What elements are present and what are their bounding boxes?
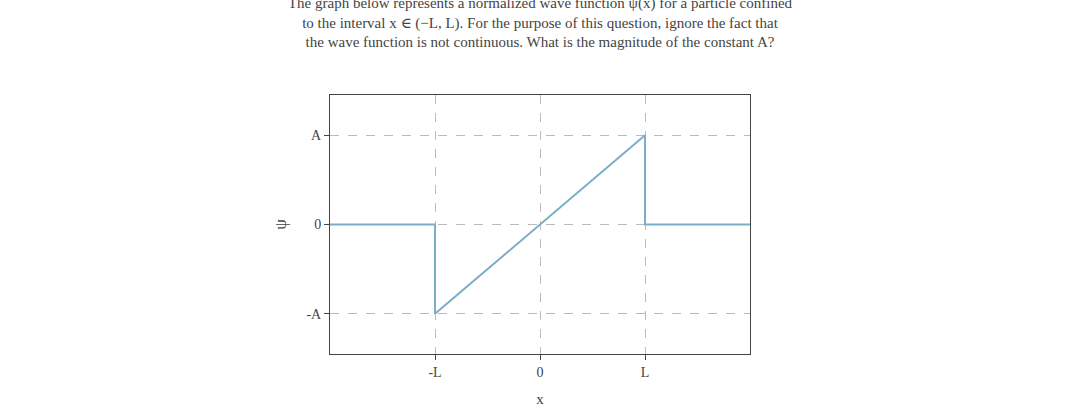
svg-text:0: 0 — [314, 217, 321, 232]
svg-text:L: L — [641, 365, 650, 380]
svg-text:0: 0 — [537, 365, 544, 380]
svg-text:ψ: ψ — [271, 219, 290, 230]
svg-text:-A: -A — [306, 307, 322, 322]
svg-text:x: x — [536, 391, 544, 407]
svg-text:A: A — [311, 128, 322, 143]
svg-text:-L: -L — [428, 365, 441, 380]
svg-text:The graph below represents a n: The graph below represents a normalized … — [288, 0, 793, 50]
